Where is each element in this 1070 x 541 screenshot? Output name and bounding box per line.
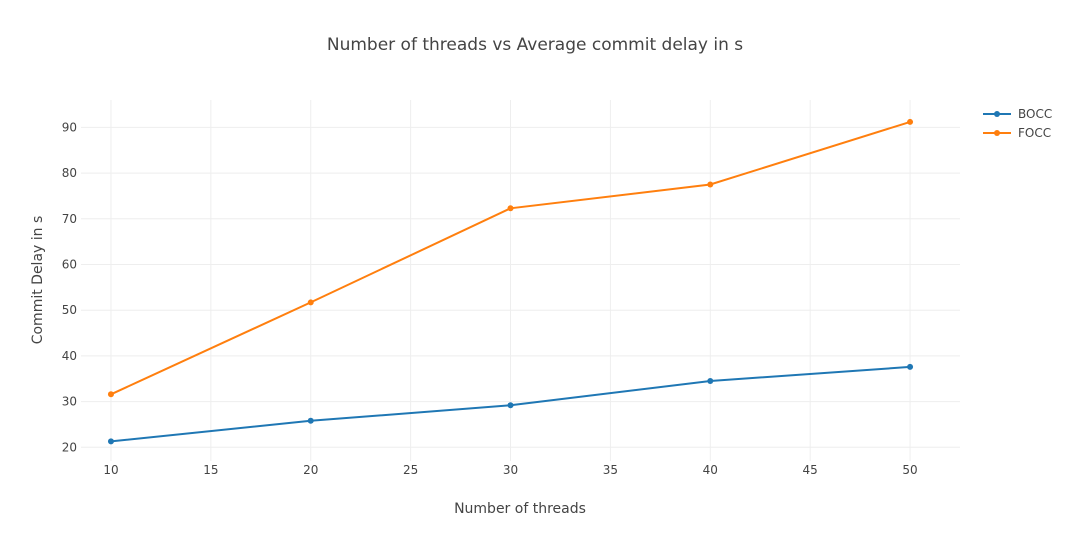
data-point[interactable] [307,299,314,306]
chart-title: Number of threads vs Average commit dela… [327,35,743,55]
series-focc [107,118,914,398]
x-axis-ticks: 10 15 20 25 30 35 40 45 50 [103,463,917,477]
data-point[interactable] [307,417,314,424]
y-axis-title: Commit Delay in s [30,216,46,345]
grid [81,100,960,461]
y-axis-ticks: 20 30 40 50 60 70 80 90 [62,120,77,454]
y-tick-label: 60 [62,258,77,272]
x-axis-title: Number of threads [454,501,586,517]
x-tick-label: 40 [703,463,718,477]
x-tick-label: 25 [403,463,418,477]
series-bocc [107,363,914,445]
x-tick-label: 50 [902,463,917,477]
series-layer [107,118,914,445]
legend-item-bocc[interactable]: BOCC [983,107,1052,121]
x-tick-label: 20 [303,463,318,477]
y-tick-label: 80 [62,166,77,180]
y-tick-label: 70 [62,212,77,226]
data-point[interactable] [107,391,114,398]
x-tick-label: 30 [503,463,518,477]
x-tick-label: 10 [103,463,118,477]
legend-label: BOCC [1018,107,1052,121]
data-point[interactable] [507,205,514,212]
data-point[interactable] [907,363,914,370]
y-tick-label: 30 [62,395,77,409]
data-point[interactable] [507,402,514,409]
y-tick-label: 40 [62,349,77,363]
y-tick-label: 20 [62,440,77,454]
legend-label: FOCC [1018,126,1051,140]
y-tick-label: 90 [62,120,77,134]
x-tick-label: 45 [803,463,818,477]
legend-marker-icon [994,130,1000,136]
legend-item-focc[interactable]: FOCC [983,126,1051,140]
x-tick-label: 15 [203,463,218,477]
y-tick-label: 50 [62,303,77,317]
x-tick-label: 35 [603,463,618,477]
data-point[interactable] [707,181,714,188]
data-point[interactable] [107,438,114,445]
data-point[interactable] [707,378,714,385]
legend-marker-icon [994,111,1000,117]
data-point[interactable] [907,118,914,125]
legend[interactable]: BOCC FOCC [983,107,1052,140]
